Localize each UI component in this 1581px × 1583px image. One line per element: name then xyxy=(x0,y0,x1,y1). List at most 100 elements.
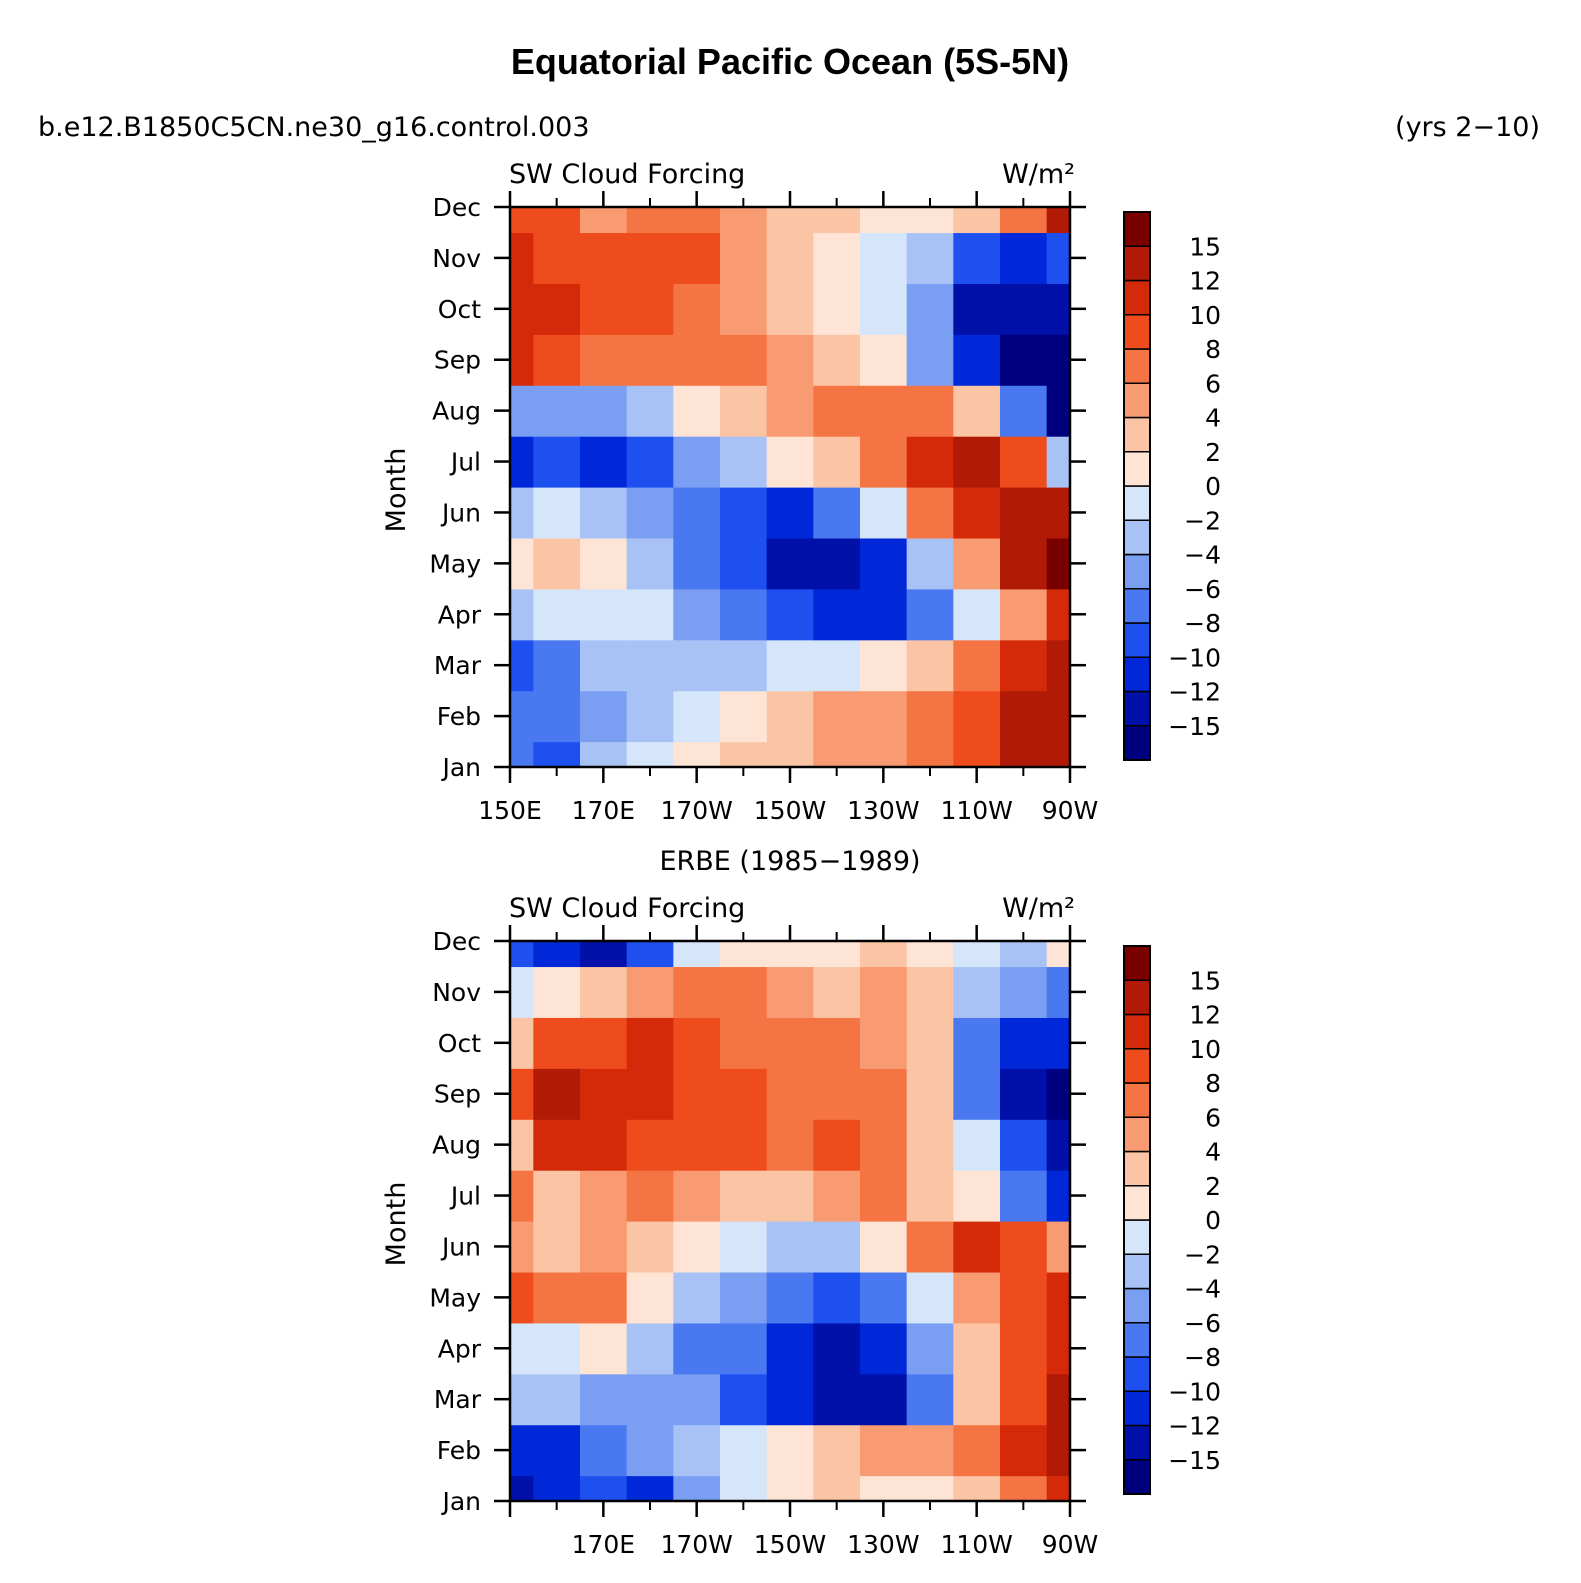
heatmap-cell xyxy=(813,436,861,488)
y-tick-label: May xyxy=(429,1283,481,1312)
heatmap-cell xyxy=(766,537,814,590)
heatmap-cell xyxy=(720,1017,768,1069)
heatmap-cell xyxy=(1046,334,1071,386)
heatmap-cell xyxy=(720,1068,768,1120)
colorbar-segment xyxy=(1123,1322,1151,1358)
heatmap-cell xyxy=(533,1170,581,1222)
heatmap-cell xyxy=(673,690,721,743)
colorbar-label: 8 xyxy=(1205,335,1221,364)
heatmap-cell xyxy=(860,1170,908,1222)
heatmap-cell xyxy=(626,941,674,968)
heatmap-cell xyxy=(813,690,861,743)
heatmap-cell xyxy=(720,385,768,437)
heatmap-cell xyxy=(510,1017,534,1069)
heatmap-cell xyxy=(673,741,721,768)
colorbar-segment xyxy=(1123,348,1151,384)
heatmap-cells xyxy=(510,941,1071,1502)
colorbar-label: −10 xyxy=(1168,1377,1221,1406)
heatmap-cell xyxy=(673,1271,721,1324)
heatmap-cell xyxy=(906,639,954,692)
colorbar-label: −8 xyxy=(1184,1343,1221,1372)
heatmap-cell xyxy=(1046,1322,1071,1375)
heatmap-cell xyxy=(533,941,581,968)
colorbar-label: 15 xyxy=(1189,232,1221,261)
heatmap-cell xyxy=(766,741,814,768)
heatmap-cell xyxy=(1046,1424,1071,1477)
heatmap-cell xyxy=(813,1373,861,1426)
heatmap-cell xyxy=(673,966,721,1018)
heatmap-cell xyxy=(953,639,1001,692)
heatmap-cell xyxy=(626,1170,674,1222)
heatmap-cell xyxy=(813,1424,861,1477)
heatmap-cell xyxy=(813,1322,861,1375)
colorbar-label: −12 xyxy=(1168,678,1221,707)
heatmap-cell xyxy=(510,1271,534,1324)
heatmap-cell xyxy=(860,283,908,335)
heatmap-cell xyxy=(510,690,534,743)
heatmap-cell xyxy=(860,1017,908,1069)
heatmap-cell xyxy=(953,1424,1001,1477)
heatmap-cell xyxy=(766,1475,814,1502)
heatmap-cell xyxy=(580,741,628,768)
heatmap-cell xyxy=(510,436,534,488)
heatmap-cell xyxy=(720,941,768,968)
heatmap-cell xyxy=(860,232,908,284)
colorbar: 15 12 10 8 6 4 2 0 −2 −4 −6 −8 −10 −12 −15 xyxy=(1123,211,1221,761)
heatmap-cell xyxy=(626,1017,674,1069)
colorbar-segment xyxy=(1123,314,1151,350)
heatmap-cell xyxy=(626,1373,674,1426)
heatmap-cell xyxy=(906,436,954,488)
heatmap-cell xyxy=(813,639,861,692)
heatmap-cell xyxy=(720,537,768,590)
colorbar-label: 10 xyxy=(1189,301,1221,330)
colorbar-label: −12 xyxy=(1168,1412,1221,1441)
heatmap-cell xyxy=(626,537,674,590)
heatmap-cell xyxy=(953,741,1001,768)
y-tick-label: Apr xyxy=(438,600,482,629)
heatmap-cell xyxy=(953,487,1001,539)
heatmap-cell xyxy=(673,1424,721,1477)
y-tick-label: Sep xyxy=(434,346,481,375)
heatmap-cell xyxy=(720,966,768,1018)
heatmap-cell xyxy=(860,1271,908,1324)
heatmap-cell xyxy=(510,1119,534,1171)
heatmap-cell xyxy=(720,741,768,768)
colorbar-label: −4 xyxy=(1184,541,1221,570)
heatmap-cell xyxy=(533,1424,581,1477)
colorbar-segment xyxy=(1123,1082,1151,1118)
heatmap-cell xyxy=(766,588,814,641)
heatmap-cell xyxy=(626,385,674,437)
heatmap-cell xyxy=(1046,1119,1071,1171)
colorbar-label: −2 xyxy=(1184,506,1221,535)
colorbar-label: 6 xyxy=(1205,1103,1221,1132)
heatmap-cell xyxy=(953,1322,1001,1375)
heatmap-cell xyxy=(533,232,581,284)
heatmap-cell xyxy=(1046,207,1071,234)
x-tick-label: 170E xyxy=(572,1530,636,1559)
heatmap-cell xyxy=(720,588,768,641)
heatmap-cell xyxy=(720,1322,768,1375)
heatmap-cell xyxy=(766,232,814,284)
heatmap-cell xyxy=(510,537,534,590)
heatmap-cell xyxy=(860,1322,908,1375)
heatmap-cell xyxy=(626,1322,674,1375)
heatmap-cell xyxy=(1000,1322,1048,1375)
colorbar-segment xyxy=(1123,451,1151,487)
heatmap-cell xyxy=(1046,941,1071,968)
heatmap-cell xyxy=(1046,639,1071,692)
heatmap-cell xyxy=(860,1068,908,1120)
heatmap-cell xyxy=(813,1170,861,1222)
heatmap-cell xyxy=(813,1475,861,1502)
top-panel-plot: Jan Feb Mar Apr May Jun Jul Aug Sep Oct Nov Dec 150E… xyxy=(429,191,1221,825)
heatmap-cell xyxy=(580,588,628,641)
colorbar-label: 15 xyxy=(1189,966,1221,995)
colorbar-segment xyxy=(1123,725,1151,761)
heatmap-cell xyxy=(860,334,908,386)
colorbar-segment xyxy=(1123,979,1151,1016)
heatmap-cell xyxy=(533,588,581,641)
heatmap-cell xyxy=(1000,436,1048,488)
heatmap-cell xyxy=(766,1373,814,1426)
heatmap-cell xyxy=(953,537,1001,590)
heatmap-cell xyxy=(766,1221,814,1273)
